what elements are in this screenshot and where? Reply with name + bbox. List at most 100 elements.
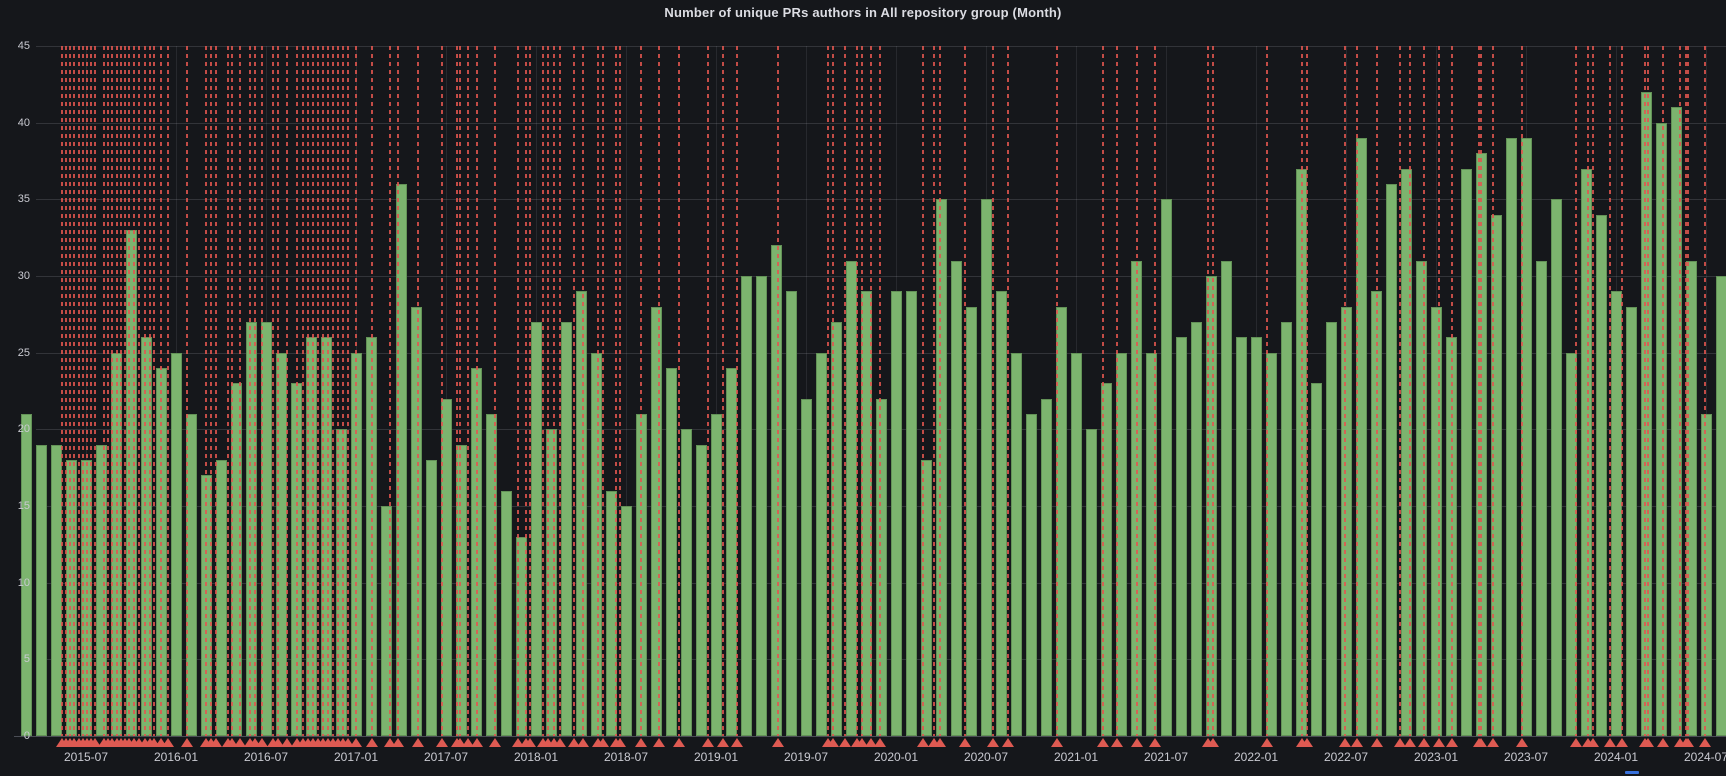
bar[interactable] — [230, 383, 242, 736]
bar[interactable] — [1565, 352, 1577, 736]
bar[interactable] — [380, 506, 392, 736]
annotation-marker-icon[interactable] — [635, 738, 647, 747]
annotation-marker-icon[interactable] — [653, 738, 665, 747]
bar[interactable] — [980, 199, 992, 736]
annotation-marker-icon[interactable] — [577, 738, 589, 747]
bar[interactable] — [1550, 199, 1562, 736]
annotation-marker-icon[interactable] — [1131, 738, 1143, 747]
bar[interactable] — [305, 337, 317, 736]
annotation-marker-icon[interactable] — [1657, 738, 1669, 747]
annotation-marker-icon[interactable] — [489, 738, 501, 747]
bar[interactable] — [830, 322, 842, 736]
bar[interactable] — [50, 444, 62, 736]
bar[interactable] — [695, 444, 707, 736]
bar[interactable] — [1160, 199, 1172, 736]
bar[interactable] — [710, 414, 722, 736]
bar[interactable] — [125, 230, 137, 736]
bar[interactable] — [485, 414, 497, 736]
annotation-marker-icon[interactable] — [436, 738, 448, 747]
annotation-marker-icon[interactable] — [1587, 738, 1599, 747]
bar[interactable] — [545, 429, 557, 736]
bar[interactable] — [1055, 306, 1067, 736]
annotation-marker-icon[interactable] — [524, 738, 536, 747]
bar[interactable] — [1205, 276, 1217, 736]
bar[interactable] — [35, 444, 47, 736]
annotation-marker-icon[interactable] — [731, 738, 743, 747]
bar[interactable] — [725, 368, 737, 736]
annotation-marker-icon[interactable] — [717, 738, 729, 747]
bar[interactable] — [1355, 138, 1367, 736]
annotation-marker-icon[interactable] — [1642, 738, 1654, 747]
annotation-marker-icon[interactable] — [959, 738, 971, 747]
bar[interactable] — [1175, 337, 1187, 736]
bar[interactable] — [320, 337, 332, 736]
bar[interactable] — [995, 291, 1007, 736]
bar[interactable] — [1040, 398, 1052, 736]
annotation-marker-icon[interactable] — [210, 738, 222, 747]
annotation-marker-icon[interactable] — [1682, 738, 1694, 747]
bar[interactable] — [1640, 92, 1652, 736]
annotation-marker-icon[interactable] — [1487, 738, 1499, 747]
bar[interactable] — [920, 460, 932, 736]
annotation-marker-icon[interactable] — [281, 738, 293, 747]
bar[interactable] — [455, 444, 467, 736]
annotation-marker-icon[interactable] — [1149, 738, 1161, 747]
annotation-marker-icon[interactable] — [1616, 738, 1628, 747]
bar[interactable] — [1670, 107, 1682, 736]
bar[interactable] — [95, 444, 107, 736]
annotation-marker-icon[interactable] — [234, 738, 246, 747]
annotation-marker-icon[interactable] — [181, 738, 193, 747]
annotation-marker-icon[interactable] — [462, 738, 474, 747]
annotation-marker-icon[interactable] — [1261, 738, 1273, 747]
bar[interactable] — [875, 398, 887, 736]
annotation-marker-icon[interactable] — [987, 738, 999, 747]
annotation-marker-icon[interactable] — [1516, 738, 1528, 747]
annotation-marker-icon[interactable] — [342, 738, 354, 747]
bar[interactable] — [740, 276, 752, 736]
annotation-marker-icon[interactable] — [1351, 738, 1363, 747]
bar[interactable] — [1100, 383, 1112, 736]
bar[interactable] — [1250, 337, 1262, 736]
annotation-marker-icon[interactable] — [1097, 738, 1109, 747]
bar[interactable] — [1070, 352, 1082, 736]
bar[interactable] — [1490, 214, 1502, 736]
bar[interactable] — [65, 460, 77, 736]
bar[interactable] — [1265, 352, 1277, 736]
bar[interactable] — [890, 291, 902, 736]
annotation-marker-icon[interactable] — [272, 738, 284, 747]
bar[interactable] — [1340, 306, 1352, 736]
bar[interactable] — [1655, 122, 1667, 736]
bar[interactable] — [1460, 168, 1472, 736]
bar[interactable] — [185, 414, 197, 736]
bar[interactable] — [515, 536, 527, 736]
bar[interactable] — [800, 398, 812, 736]
bar[interactable] — [680, 429, 692, 736]
annotation-marker-icon[interactable] — [384, 738, 396, 747]
annotation-marker-icon[interactable] — [839, 738, 851, 747]
bar[interactable] — [665, 368, 677, 736]
annotation-marker-icon[interactable] — [554, 738, 566, 747]
annotation-marker-icon[interactable] — [1418, 738, 1430, 747]
bar[interactable] — [965, 306, 977, 736]
bar[interactable] — [1580, 168, 1592, 736]
bar[interactable] — [845, 260, 857, 736]
annotation-marker-icon[interactable] — [226, 738, 238, 747]
bar[interactable] — [245, 322, 257, 736]
annotation-marker-icon[interactable] — [1339, 738, 1351, 747]
bar[interactable] — [1430, 306, 1442, 736]
bar[interactable] — [335, 429, 347, 736]
bar[interactable] — [905, 291, 917, 736]
bar[interactable] — [1595, 214, 1607, 736]
bar[interactable] — [1280, 322, 1292, 736]
bar[interactable] — [530, 322, 542, 736]
annotation-marker-icon[interactable] — [1207, 738, 1219, 747]
bar[interactable] — [1610, 291, 1622, 736]
annotation-marker-icon[interactable] — [1570, 738, 1582, 747]
annotation-marker-icon[interactable] — [1394, 738, 1406, 747]
annotation-marker-icon[interactable] — [1301, 738, 1313, 747]
annotation-marker-icon[interactable] — [614, 738, 626, 747]
annotation-marker-icon[interactable] — [392, 738, 404, 747]
bar[interactable] — [1520, 138, 1532, 736]
bar[interactable] — [1145, 352, 1157, 736]
annotation-marker-icon[interactable] — [865, 738, 877, 747]
